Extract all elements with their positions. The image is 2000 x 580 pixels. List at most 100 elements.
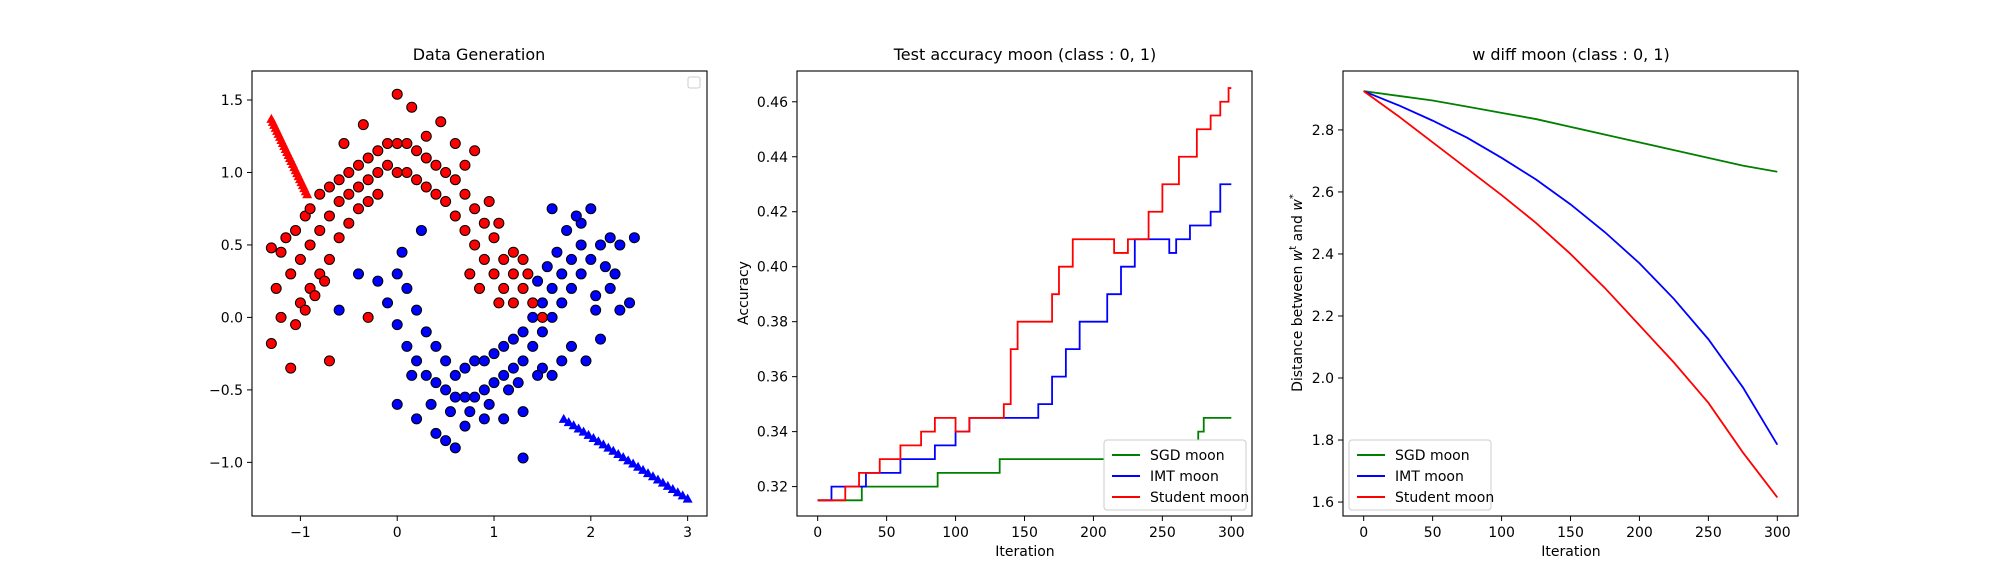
scatter-point bbox=[396, 246, 408, 258]
trail-marker bbox=[638, 464, 649, 474]
trail-marker bbox=[563, 417, 574, 427]
y-tick-label: 0.44 bbox=[757, 150, 788, 166]
scatter-point bbox=[357, 119, 369, 131]
x-tick-label: 3 bbox=[683, 525, 692, 541]
empty-legend-box[interactable] bbox=[687, 76, 701, 89]
scatter-point bbox=[420, 181, 432, 193]
trail-marker bbox=[598, 439, 609, 449]
scatter-point bbox=[488, 268, 500, 280]
series-line-sgd-moon bbox=[817, 416, 1232, 502]
scatter-point bbox=[411, 413, 423, 425]
scatter-point bbox=[585, 203, 597, 215]
scatter-point bbox=[401, 137, 413, 149]
scatter-point bbox=[507, 333, 519, 345]
scatter-point bbox=[498, 413, 510, 425]
scatter-point bbox=[343, 188, 355, 200]
scatter-point bbox=[391, 88, 403, 100]
scatter-point bbox=[546, 369, 558, 381]
scatter-point bbox=[575, 268, 587, 280]
scatter-point bbox=[265, 338, 277, 350]
plot-title-2: Test accuracy moon (class : 0, 1) bbox=[893, 45, 1157, 64]
trail-marker bbox=[558, 413, 569, 423]
x-tick-label: 200 bbox=[1080, 525, 1107, 541]
trail-marker bbox=[628, 458, 639, 468]
wdiff-lines bbox=[1363, 90, 1779, 498]
x-tick-label: −1 bbox=[290, 525, 311, 541]
scatter-point bbox=[411, 174, 423, 186]
scatter-point bbox=[391, 268, 403, 280]
x-tick-label: 0 bbox=[1359, 525, 1368, 541]
scatter-point bbox=[478, 253, 490, 265]
x-tick-label: 1 bbox=[490, 525, 499, 541]
scatter-point bbox=[415, 224, 427, 236]
trail-marker bbox=[677, 490, 688, 500]
scatter-point bbox=[430, 159, 442, 171]
trail-marker bbox=[657, 477, 668, 487]
x-tick-label: 300 bbox=[1764, 525, 1791, 541]
scatter-point bbox=[565, 253, 577, 265]
scatter-point bbox=[352, 181, 364, 193]
trail-marker bbox=[588, 433, 599, 443]
trail-marker bbox=[618, 452, 629, 462]
scatter-point bbox=[527, 340, 539, 352]
x-tick-label: 250 bbox=[1149, 525, 1176, 541]
scatter-point bbox=[420, 130, 432, 142]
scatter-point bbox=[362, 152, 374, 164]
scatter-point bbox=[449, 369, 461, 381]
x-tick-label: 150 bbox=[1011, 525, 1038, 541]
scatter-point bbox=[362, 311, 374, 323]
scatter-point bbox=[411, 145, 423, 157]
scatter-point bbox=[546, 282, 558, 294]
y-tick-label: 1.5 bbox=[221, 93, 243, 109]
scatter-point bbox=[440, 384, 452, 396]
trail-marker bbox=[573, 423, 584, 433]
scatter-point bbox=[459, 159, 471, 171]
scatter-point bbox=[517, 253, 529, 265]
x-tick-label: 250 bbox=[1695, 525, 1722, 541]
trail-marker bbox=[578, 426, 589, 436]
scatter-point bbox=[333, 174, 345, 186]
scatter-point bbox=[541, 261, 553, 273]
scatter-point bbox=[580, 355, 592, 367]
scatter-point bbox=[430, 427, 442, 439]
trail-marker bbox=[662, 480, 673, 490]
scatter-point bbox=[435, 116, 447, 128]
plot-title-3: w diff moon (class : 0, 1) bbox=[1472, 45, 1670, 64]
scatter-point bbox=[299, 304, 311, 316]
scatter-point bbox=[517, 406, 529, 418]
scatter-point bbox=[609, 268, 621, 280]
trail-marker bbox=[682, 493, 693, 503]
x-tick-label: 100 bbox=[942, 525, 969, 541]
scatter-point bbox=[527, 297, 539, 309]
scatter-point bbox=[449, 174, 461, 186]
scatter-point bbox=[411, 355, 423, 367]
scatter-point bbox=[338, 137, 350, 149]
scatter-point bbox=[372, 275, 384, 287]
scatter-point bbox=[614, 239, 626, 251]
scatter-point bbox=[352, 268, 364, 280]
scatter-point bbox=[614, 304, 626, 316]
scatter-point bbox=[401, 166, 413, 178]
scatter-point bbox=[285, 362, 297, 374]
x-tick-label: 50 bbox=[878, 525, 896, 541]
scatter-point bbox=[275, 311, 287, 323]
scatter-point bbox=[323, 181, 335, 193]
scatter-point bbox=[488, 348, 500, 360]
trail-marker bbox=[647, 471, 658, 481]
scatter-point bbox=[556, 355, 568, 367]
legend-frame bbox=[1103, 439, 1247, 511]
scatter-point bbox=[469, 203, 481, 215]
scatter-point bbox=[333, 195, 345, 207]
scatter-point bbox=[391, 319, 403, 331]
scatter-point bbox=[628, 232, 640, 244]
scatter-point bbox=[551, 246, 563, 258]
scatter-point bbox=[488, 377, 500, 389]
y-tick-label: 0.38 bbox=[757, 315, 788, 331]
scatter-point bbox=[401, 340, 413, 352]
scatter-point bbox=[469, 355, 481, 367]
legend-entry: Student moon bbox=[1150, 490, 1249, 506]
scatter-point bbox=[590, 290, 602, 302]
trail-marker bbox=[623, 455, 634, 465]
trail-marker bbox=[652, 474, 663, 484]
